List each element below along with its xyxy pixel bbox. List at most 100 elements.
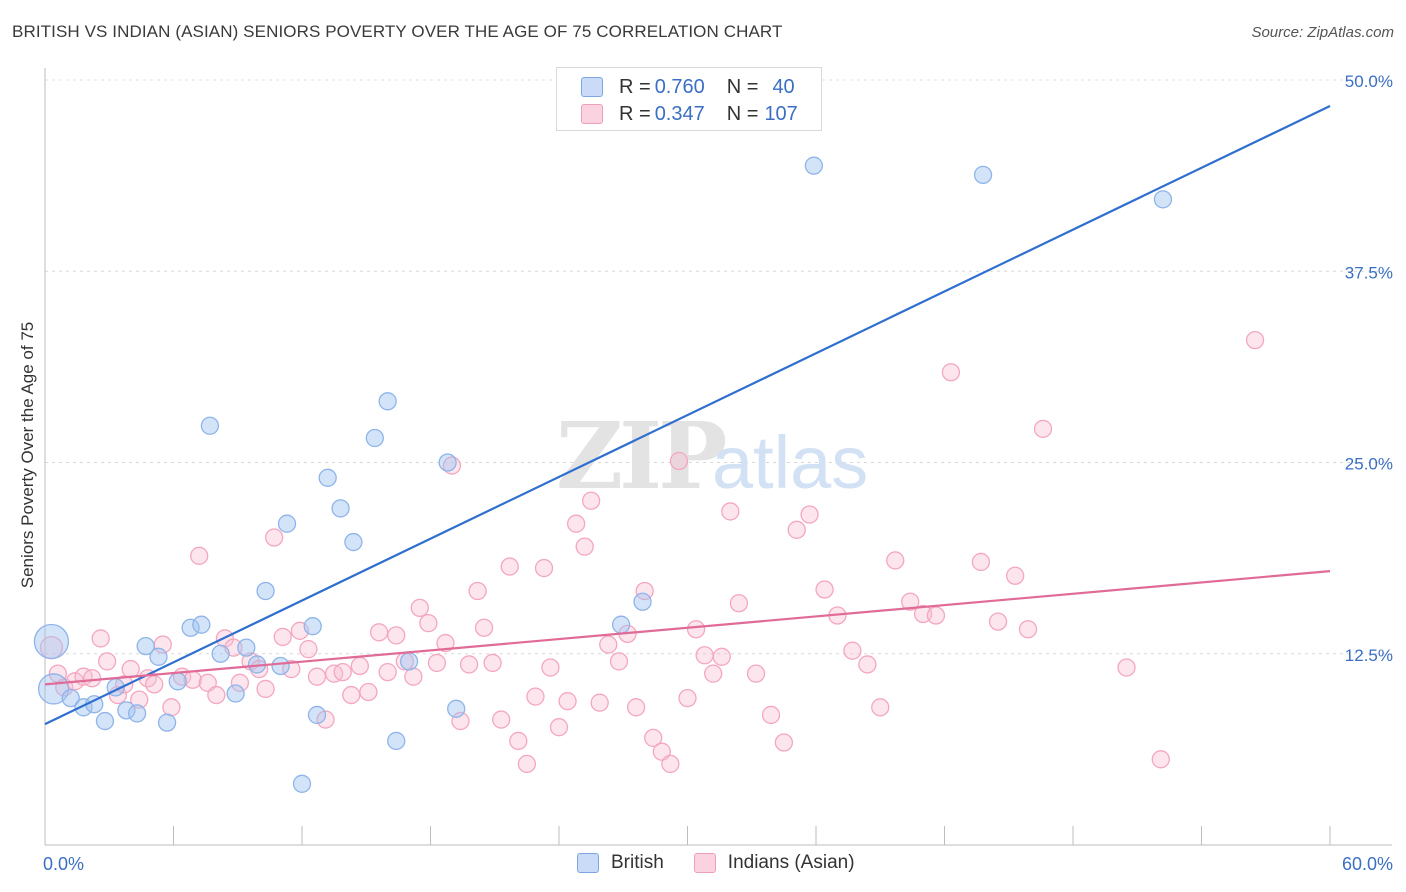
data-point [61, 688, 80, 708]
data-point [438, 453, 457, 472]
data-point [256, 679, 275, 699]
svg-text:ZIP: ZIP [556, 402, 725, 510]
data-point [1153, 190, 1173, 209]
data-point [207, 685, 226, 705]
data-point [459, 655, 479, 674]
data-point [136, 636, 155, 656]
data-point [971, 552, 991, 572]
data-point [37, 673, 70, 705]
data-point [350, 656, 369, 676]
data-point [712, 647, 731, 666]
data-point [804, 156, 824, 175]
data-point [483, 653, 502, 673]
legend-n-label: N = [726, 75, 759, 98]
data-point [447, 699, 466, 718]
data-point [95, 711, 115, 731]
data-point [1018, 620, 1038, 639]
data-point [1151, 750, 1170, 769]
data-point [183, 670, 202, 689]
x-tick-label: 0.0% [43, 854, 84, 874]
legend-item-indians[interactable]: Indians (Asian) [693, 852, 855, 874]
data-point [127, 704, 147, 723]
legend-swatch-indians [581, 104, 603, 124]
data-point [190, 546, 209, 565]
series-indians-asian-points [39, 330, 1265, 774]
data-point [365, 428, 384, 448]
data-point [474, 618, 494, 637]
data-point [427, 653, 447, 673]
data-point [318, 468, 337, 487]
y-tick-label: 50.0% [1345, 72, 1393, 91]
data-point [517, 754, 537, 774]
data-point [378, 662, 397, 682]
data-point [387, 731, 406, 751]
y-tick-label: 37.5% [1345, 263, 1393, 282]
legend-item-british[interactable]: British [577, 852, 664, 874]
data-point [316, 710, 335, 729]
data-point [378, 392, 397, 411]
data-point [858, 655, 877, 674]
data-point [149, 647, 168, 666]
data-point [746, 664, 766, 683]
data-point [292, 774, 312, 793]
data-point [590, 693, 609, 712]
legend-swatch-british [581, 77, 603, 97]
data-point [695, 646, 714, 665]
data-point [117, 701, 136, 720]
data-point [237, 638, 256, 657]
data-point [575, 537, 594, 556]
data-point [410, 598, 429, 617]
data-point [761, 705, 781, 725]
data-point [1033, 419, 1053, 438]
data-point [626, 698, 646, 717]
data-point [91, 629, 110, 648]
data-point [901, 592, 920, 611]
data-point [333, 662, 352, 682]
data-point [566, 514, 586, 533]
data-point [331, 499, 350, 518]
data-point [1117, 658, 1136, 677]
data-point [871, 698, 890, 717]
data-point [303, 617, 322, 636]
data-point [526, 687, 545, 706]
data-point [800, 505, 819, 524]
data-point [988, 612, 1008, 631]
data-point [307, 705, 327, 725]
data-point [721, 502, 740, 521]
data-point [926, 606, 946, 625]
data-point [815, 580, 834, 599]
legend-r-label: R = [619, 102, 651, 125]
legend-r-label: R = [619, 75, 651, 98]
data-point [271, 656, 290, 676]
data-point [82, 669, 102, 688]
data-point [678, 688, 697, 708]
data-point [500, 557, 519, 576]
data-point [492, 710, 511, 729]
data-point [1245, 330, 1265, 350]
data-point [265, 528, 284, 547]
legend-n-label: N = [726, 102, 759, 125]
data-point [661, 754, 680, 774]
data-point [611, 615, 631, 634]
data-point [644, 728, 663, 748]
data-point [369, 623, 389, 642]
data-point [97, 652, 117, 671]
data-point [843, 641, 862, 660]
legend-row-british: R = 0.760 N = 40 [581, 75, 795, 99]
data-point [399, 652, 419, 671]
data-point [342, 685, 361, 705]
data-point [256, 581, 275, 601]
chart-source: Source: ZipAtlas.com [1251, 24, 1394, 41]
data-point [192, 615, 211, 634]
data-point [1006, 566, 1025, 585]
data-point [299, 640, 318, 659]
data-point [344, 532, 363, 552]
data-point [168, 672, 187, 691]
series-british-points [33, 156, 1173, 793]
y-axis-label: Seniors Poverty Over the Age of 75 [18, 321, 37, 589]
data-point [704, 664, 723, 683]
trend-line [44, 105, 1331, 726]
legend-label-indians: Indians (Asian) [727, 852, 855, 873]
y-tick-label: 25.0% [1345, 455, 1393, 474]
